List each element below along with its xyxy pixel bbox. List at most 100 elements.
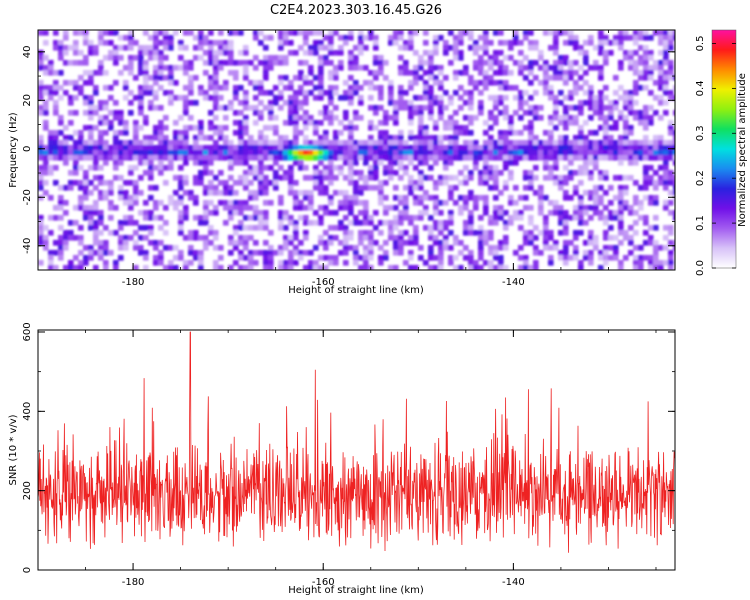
spectrogram-cell [98,180,104,186]
spectrogram-cell [258,225,264,231]
spectrogram-cell [563,70,569,76]
spectrogram-cell [43,160,49,166]
spectrogram-cell [293,110,299,116]
spectrogram-cell [108,95,114,101]
spectrogram-cell [553,40,559,46]
spectrogram-cell [383,165,389,171]
spectrogram-cell [213,210,219,216]
spectrogram-cell [158,170,164,176]
spectrogram-cell [578,165,584,171]
spectrogram-cell [358,210,364,216]
spectrogram-cell [458,95,464,101]
spectrogram-cell [183,180,189,186]
spectrogram-cell [163,265,169,270]
spectrogram-cell [243,180,249,186]
spectrogram-cell [458,205,464,211]
spectrogram-cell [523,125,529,131]
spectrogram-cell [463,205,469,211]
spectrogram-cell [573,40,579,46]
spectrogram-cell [263,65,269,71]
spectrogram-cell [303,155,309,161]
spectrogram-cell [213,235,219,241]
spectrogram-cell [328,240,334,246]
spectrogram-cell [38,90,44,96]
spectrogram-cell [238,155,244,161]
spectrogram-cell [318,85,324,91]
spectrogram-cell [328,115,334,121]
spectrogram-cell [628,225,634,231]
spectrogram-cell [283,260,289,266]
spectrogram-cell [128,35,134,41]
y-tick-label: -40 [22,238,33,254]
spectrogram-cell [83,255,89,261]
spectrogram-cell [128,70,134,76]
snr-series-line [38,331,675,553]
spectrogram-cell [623,35,629,41]
spectrogram-cell [133,135,139,141]
spectrogram-cell [43,170,49,176]
spectrogram-cell [488,155,494,161]
spectrogram-cell [143,155,149,161]
spectrogram-cell [423,155,429,161]
spectrogram-cell [213,245,219,251]
spectrogram-cell [408,175,414,181]
spectrogram-cell [453,120,459,126]
spectrogram-cell [608,105,614,111]
spectrogram-cell [123,190,129,196]
spectrogram-cell [498,215,504,221]
spectrogram-cell [243,205,249,211]
spectrogram-cell [563,40,569,46]
spectrogram-cell [353,45,359,51]
spectrogram-cell [88,140,94,146]
spectrogram-cell [308,70,314,76]
spectrogram-cell [443,145,449,151]
spectrogram-cell [268,165,274,171]
spectrogram-cell [438,255,444,261]
spectrogram-cell [338,250,344,256]
spectrogram-cell [103,130,109,136]
y-tick-label: 0 [22,567,33,573]
spectrogram-cell [248,170,254,176]
spectrogram-cell [113,265,119,270]
spectrogram-cell [158,55,164,61]
spectrogram-cell [198,90,204,96]
spectrogram-cell [653,240,659,246]
spectrogram-cell [658,180,664,186]
spectrogram-cell [423,195,429,201]
spectrogram-cell [518,60,524,66]
spectrogram-cell [353,180,359,186]
spectrogram-cell [453,235,459,241]
spectrogram-cell [643,150,649,156]
spectrogram-cell [633,230,639,236]
spectrogram-cell [298,240,304,246]
spectrogram-cell [198,175,204,181]
spectrogram-cell [493,95,499,101]
spectrogram-cell [533,190,539,196]
spectrogram-cell [303,35,309,41]
spectrogram-cell [573,185,579,191]
spectrogram-cell [658,145,664,151]
spectrogram-cell [403,45,409,51]
spectrogram-cell [198,260,204,266]
spectrogram-cell [408,30,414,36]
spectrogram-cell [428,165,434,171]
spectrogram-cell [523,140,529,146]
spectrogram-cell [503,265,509,270]
spectrogram-cell [388,90,394,96]
spectrogram-cell [593,210,599,216]
spectrogram-cell [428,250,434,256]
spectrogram-cell [418,55,424,61]
spectrogram-cell [208,230,214,236]
spectrogram-cell [413,135,419,141]
spectrogram-cell [238,130,244,136]
spectrogram-cell [493,255,499,261]
spectrogram-cell [543,85,549,91]
spectrogram-cell [148,165,154,171]
spectrogram-cell [68,150,74,156]
spectrogram-cell [453,185,459,191]
spectrogram-cell [368,175,374,181]
spectrogram-cell [378,90,384,96]
spectrogram-cell [673,150,675,156]
spectrogram-cell [493,165,499,171]
spectrogram-cell [258,220,264,226]
